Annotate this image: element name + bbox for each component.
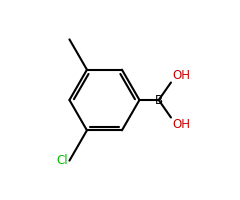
- Text: B: B: [155, 94, 163, 106]
- Text: OH: OH: [172, 69, 190, 82]
- Text: OH: OH: [172, 118, 190, 131]
- Text: Cl: Cl: [56, 154, 68, 167]
